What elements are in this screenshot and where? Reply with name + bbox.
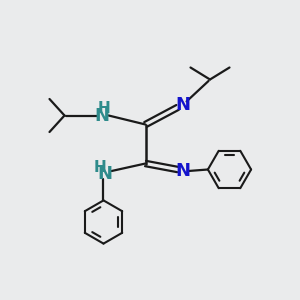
Text: H: H	[93, 160, 106, 175]
Text: N: N	[176, 162, 190, 180]
Text: N: N	[176, 96, 190, 114]
Text: N: N	[94, 106, 110, 124]
Text: N: N	[98, 165, 112, 183]
Text: H: H	[98, 101, 111, 116]
